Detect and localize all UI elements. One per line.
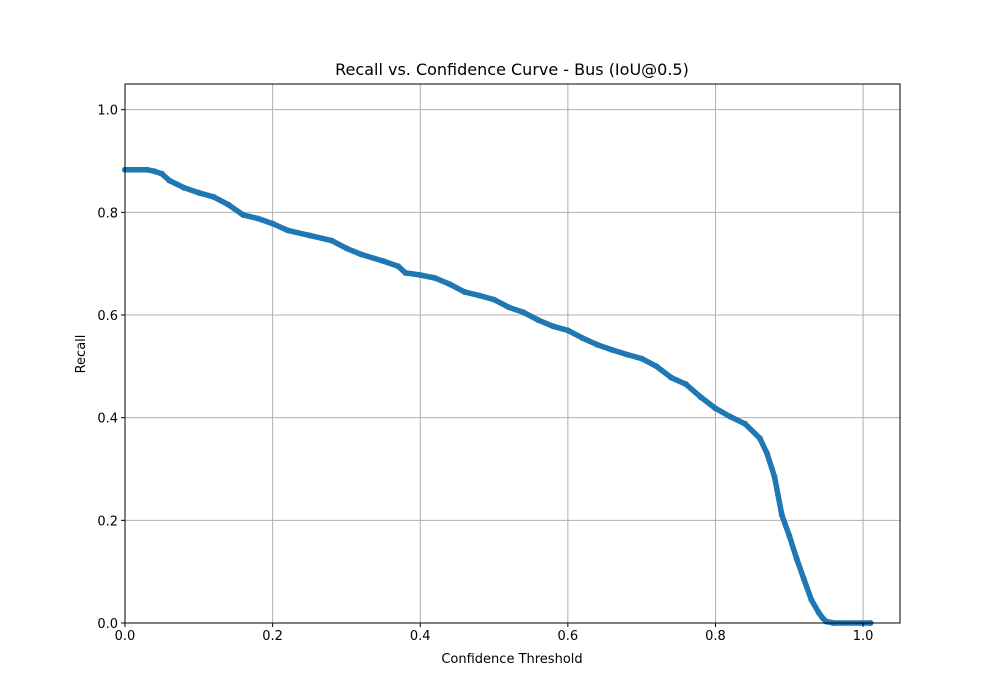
y-tick-label: 0.8 — [97, 206, 118, 221]
data-point — [786, 532, 793, 539]
x-axis-label: Confidence Threshold — [441, 652, 582, 667]
data-point — [815, 609, 822, 616]
x-tick-label: 0.6 — [558, 629, 579, 644]
data-point — [491, 296, 497, 303]
data-point — [727, 413, 734, 420]
data-point — [417, 272, 424, 278]
data-point — [520, 309, 527, 316]
data-point — [195, 189, 202, 196]
data-point — [181, 184, 187, 191]
data-point — [668, 374, 675, 381]
data-point — [461, 288, 468, 295]
data-point — [240, 211, 247, 218]
y-tick-label: 0.0 — [97, 617, 118, 632]
data-point — [476, 292, 483, 299]
data-point — [801, 576, 807, 583]
data-point — [144, 166, 151, 173]
data-point — [653, 363, 660, 370]
y-axis-label: Recall — [74, 335, 89, 374]
data-point — [151, 168, 158, 175]
data-point — [823, 618, 830, 625]
data-point — [594, 341, 601, 348]
data-point — [402, 269, 409, 276]
data-point — [550, 323, 557, 330]
chart-title: Recall vs. Confidence Curve - Bus (IoU@0… — [335, 60, 689, 79]
data-point — [395, 263, 402, 270]
data-point — [210, 193, 217, 200]
data-point — [343, 245, 350, 252]
data-point — [819, 614, 826, 621]
y-tick-label: 1.0 — [97, 104, 118, 119]
x-tick-label: 0.2 — [262, 629, 283, 644]
data-point — [764, 450, 771, 457]
data-point — [225, 201, 232, 208]
data-point — [793, 555, 800, 562]
data-point — [683, 381, 689, 388]
data-point — [771, 473, 778, 480]
data-point — [623, 351, 630, 358]
data-point — [269, 220, 276, 227]
data-point — [712, 405, 719, 412]
data-point — [505, 304, 512, 311]
data-point — [742, 420, 748, 427]
data-point — [564, 327, 571, 334]
y-tick-label: 0.2 — [97, 514, 118, 529]
data-point — [446, 281, 453, 288]
data-point — [166, 177, 173, 184]
plot-frame — [124, 83, 901, 624]
data-point — [380, 258, 387, 265]
data-point — [579, 335, 586, 342]
data-point — [358, 251, 365, 258]
data-point — [697, 394, 704, 401]
data-point — [778, 512, 785, 519]
data-point — [535, 317, 542, 324]
data-point — [306, 232, 313, 239]
data-point — [638, 355, 645, 362]
x-tick-label: 0.4 — [410, 629, 431, 644]
data-point — [254, 215, 261, 222]
y-tick-label: 0.4 — [97, 412, 118, 427]
x-tick-label: 0.8 — [705, 629, 726, 644]
data-point — [609, 346, 616, 353]
axis-ticks: 0.0 0.2 0.4 0.6 0.8 1.0 0.0 0.2 0.4 0.6 0.8 1.0 — [97, 104, 873, 644]
data-point — [432, 275, 438, 281]
data-point — [328, 237, 335, 244]
y-tick-label: 0.6 — [97, 309, 118, 324]
data-point — [158, 170, 165, 177]
data-point — [284, 227, 291, 234]
data-point — [808, 596, 815, 603]
x-tick-label: 1.0 — [853, 629, 874, 644]
data-point — [756, 435, 763, 442]
x-tick-label: 0.0 — [115, 629, 136, 644]
